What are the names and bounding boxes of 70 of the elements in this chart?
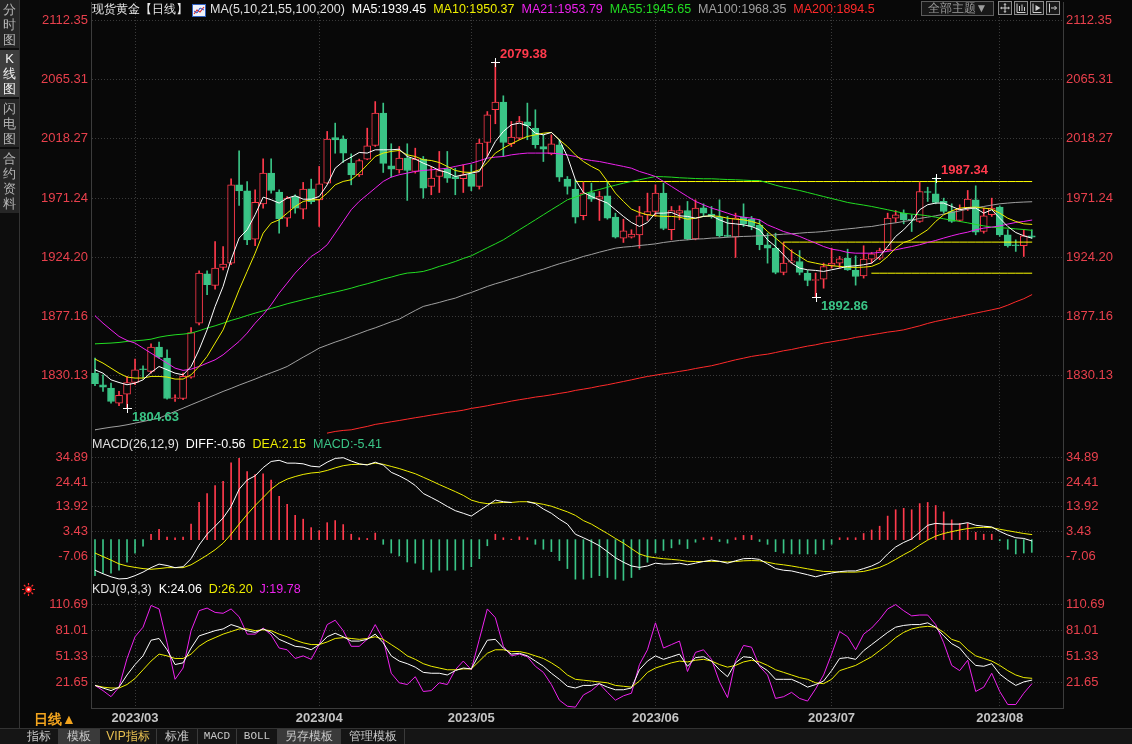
tab: 另存模板: [278, 729, 341, 744]
y2-tick-label: 81.01: [1066, 622, 1099, 638]
y-tick-label: 34.89: [55, 449, 88, 465]
y-tick-label: 1877.16: [41, 308, 88, 324]
y2-tick-label: 110.69: [1066, 596, 1105, 612]
text: MACD:-5.41: [313, 437, 382, 452]
text: J:19.78: [259, 582, 301, 597]
legend-title: KDJ(9,3,3): [92, 582, 152, 597]
tab: 标准: [157, 729, 198, 744]
y2-tick-label: 1971.24: [1066, 189, 1113, 205]
text: MA55:1945.65: [609, 2, 692, 17]
y2-tick-label: 34.89: [1066, 449, 1099, 465]
chart-title: 现货黄金【日线】: [92, 2, 188, 17]
x-tick-label: 2023/06: [631, 710, 679, 726]
x-tick-label: 2023/07: [808, 710, 856, 726]
annotation: 1987.34: [941, 161, 989, 177]
x-tick-label: 2023/03: [111, 710, 159, 726]
y2-tick-label: 13.92: [1066, 498, 1099, 514]
x-tick-label: 2023/04: [295, 710, 344, 726]
x-tick-label: 2023/05: [447, 710, 495, 726]
side-tab: K线图: [0, 50, 19, 97]
tab: MACD: [198, 729, 237, 744]
y-tick-label: 13.92: [55, 498, 88, 514]
annotation: 全部主题▼: [927, 1, 988, 15]
y-tick-label: 21.65: [55, 673, 88, 689]
text: MA21:1953.79: [521, 2, 603, 17]
dropdown-button: 全部主题▼: [921, 1, 994, 16]
text: D:26.20: [208, 582, 253, 597]
y-tick-label: 3.43: [62, 523, 88, 539]
side-tab: 合约资料: [0, 149, 19, 213]
y-tick-label: 24.41: [55, 473, 88, 489]
y-tick-label: 1924.20: [41, 248, 88, 264]
y-tick-label: -7.06: [58, 547, 88, 563]
text: MA100:1968.35: [698, 2, 787, 17]
legend-title: MACD(26,12,9): [92, 437, 179, 452]
y2-tick-label: 1830.13: [1066, 367, 1113, 383]
text: K:24.06: [158, 582, 202, 597]
text: MA5:1939.45: [351, 2, 427, 17]
text: MA200:1894.5: [793, 2, 875, 17]
y-tick-label: 81.01: [55, 622, 88, 638]
annotation: 2079.38: [500, 45, 547, 61]
y2-tick-label: 51.33: [1066, 648, 1099, 664]
y2-tick-label: 1877.16: [1066, 308, 1113, 324]
y2-tick-label: 2112.35: [1066, 12, 1113, 28]
y2-tick-label: 21.65: [1066, 673, 1099, 689]
series-label: DIFF:-0.56: [185, 437, 246, 452]
y2-tick-label: 2065.31: [1066, 71, 1113, 87]
y-tick-label: 110.69: [49, 596, 88, 612]
y-tick-label: 51.33: [55, 648, 88, 664]
series-label: DEA:2.15: [252, 437, 307, 452]
y2-tick-label: 24.41: [1066, 473, 1099, 489]
y-tick-label: 2018.27: [41, 130, 88, 146]
annotation: 1892.86: [821, 297, 868, 313]
y-tick-label: 1830.13: [41, 367, 88, 383]
tab: 管理模板: [341, 729, 405, 744]
y2-tick-label: -7.06: [1066, 547, 1096, 563]
side-tab: 分时图: [0, 0, 19, 48]
y2-tick-label: 1924.20: [1066, 248, 1113, 264]
y2-tick-label: 3.43: [1066, 523, 1092, 539]
legend-title: MA(5,10,21,55,100,200): [210, 2, 345, 17]
side-tab: 闪电图: [0, 99, 19, 147]
tab: VIP指标: [100, 729, 157, 744]
x-tick-label: 2023/08: [976, 710, 1024, 726]
y-tick-label: 1971.24: [41, 189, 88, 205]
tab: 模板: [59, 729, 100, 744]
y2-tick-label: 2018.27: [1066, 130, 1113, 146]
text: MA10:1950.37: [433, 2, 515, 17]
text: 日线▲: [34, 710, 76, 727]
y-tick-label: 2112.35: [41, 12, 88, 28]
y-tick-label: 2065.31: [41, 71, 88, 87]
